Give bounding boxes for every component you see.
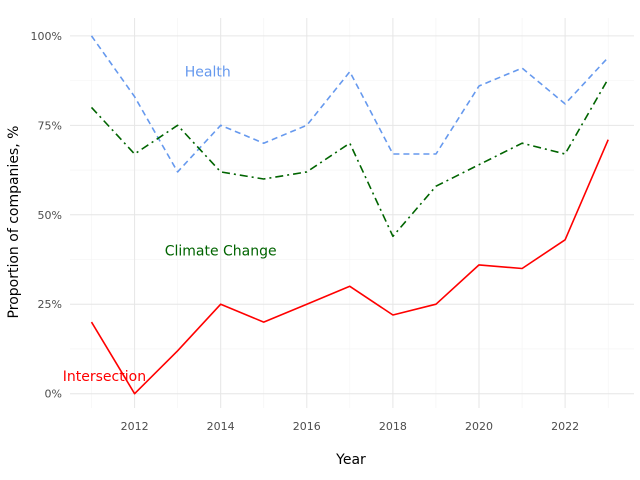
y-axis-title: Proportion of companies, % [6, 126, 22, 319]
series-lines [90, 35, 609, 395]
y-axis-ticks: 0% 25% 50% 75% 100% [31, 30, 62, 401]
y-tick-label: 100% [31, 30, 62, 43]
y-tick-label: 25% [38, 298, 62, 311]
x-tick-label: 2012 [121, 420, 149, 433]
x-tick-label: 2018 [379, 420, 407, 433]
x-tick-label: 2022 [551, 420, 579, 433]
y-tick-label: 75% [38, 119, 62, 132]
x-tick-label: 2014 [207, 420, 235, 433]
y-tick-label: 0% [45, 388, 62, 401]
series-labels: Health Climate Change Intersection [63, 65, 277, 385]
x-tick-label: 2016 [293, 420, 321, 433]
series-line-health [90, 35, 609, 173]
series-line-climate-change [90, 78, 609, 238]
x-axis-ticks: 2012 2014 2016 2018 2020 2022 [121, 420, 580, 433]
major-grid [70, 18, 634, 408]
series-line-intersection [90, 139, 609, 395]
y-tick-label: 50% [38, 209, 62, 222]
series-label-climate-change: Climate Change [165, 244, 277, 260]
x-tick-label: 2020 [465, 420, 493, 433]
series-label-health: Health [185, 65, 231, 81]
minor-grid [70, 18, 634, 408]
x-axis-title: Year [335, 452, 366, 468]
series-label-intersection: Intersection [63, 369, 146, 385]
